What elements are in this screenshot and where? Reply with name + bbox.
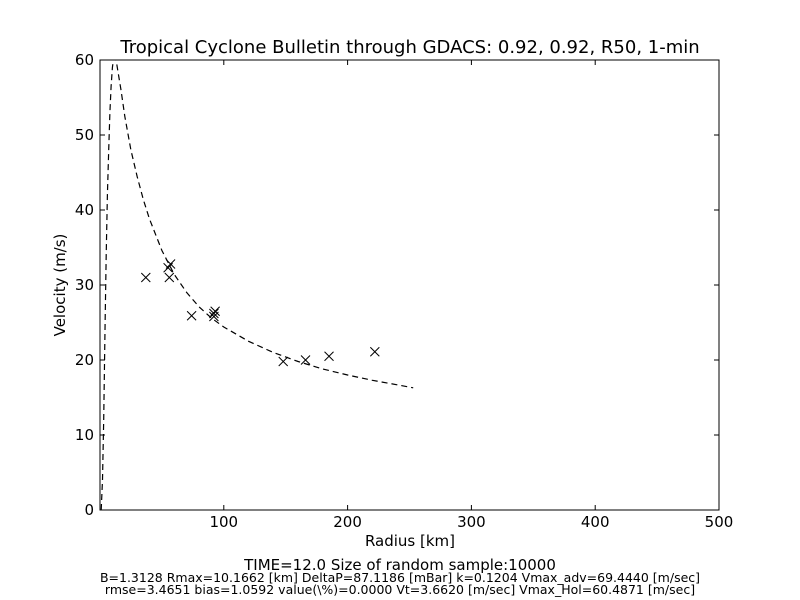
x-tick-label: 100	[209, 513, 238, 531]
x-tick-label: 500	[705, 513, 734, 531]
data-point	[140, 272, 151, 283]
y-tick-label: 30	[75, 276, 94, 294]
footer-line-1: TIME=12.0 Size of random sample:10000	[243, 556, 556, 574]
y-tick-label: 0	[84, 501, 94, 519]
footer-line-3: rmse=3.4651 bias=1.0592 value(\%)=0.0000…	[105, 582, 695, 597]
x-axis: 100 200 300 400 500	[209, 60, 733, 531]
y-tick-label: 10	[75, 426, 94, 444]
points-layer	[140, 259, 380, 367]
fit-layer	[100, 60, 414, 510]
data-point	[165, 259, 176, 269]
x-tick-label: 400	[581, 513, 610, 531]
x-tick-label: 300	[457, 513, 486, 531]
data-point	[186, 310, 197, 321]
y-tick-label: 60	[75, 51, 94, 69]
data-point	[209, 308, 219, 319]
data-point	[164, 272, 175, 283]
y-axis: 0 10 20 30 40 50 60	[75, 51, 719, 519]
chart-title: Tropical Cyclone Bulletin through GDACS:…	[119, 37, 699, 58]
y-tick-label: 40	[75, 201, 94, 219]
data-point	[324, 351, 334, 362]
data-point	[278, 356, 289, 367]
plot-frame	[99, 59, 720, 511]
data-point	[300, 355, 311, 365]
data-point	[210, 306, 220, 317]
fit-curve	[100, 60, 414, 510]
y-tick-label: 20	[75, 351, 94, 369]
data-point	[369, 346, 380, 357]
x-axis-label: Radius [km]	[365, 532, 455, 550]
x-tick-label: 200	[333, 513, 362, 531]
y-tick-label: 50	[75, 126, 94, 144]
footer-line-2: B=1.3128 Rmax=10.1662 [km] DeltaP=87.118…	[100, 570, 700, 585]
y-axis-label: Velocity (m/s)	[51, 234, 69, 337]
